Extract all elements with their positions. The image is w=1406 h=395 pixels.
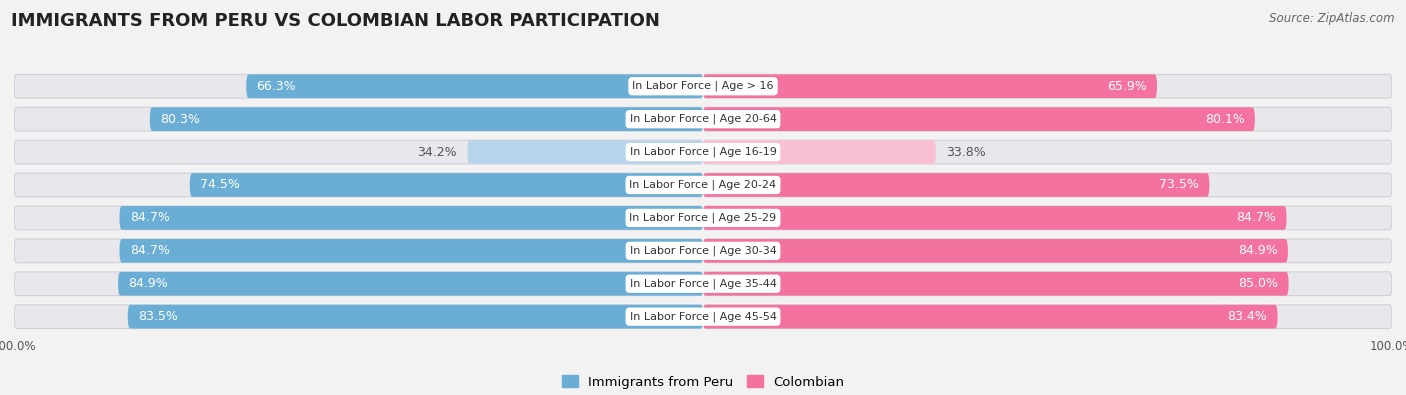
FancyBboxPatch shape bbox=[150, 107, 703, 131]
Text: In Labor Force | Age 16-19: In Labor Force | Age 16-19 bbox=[630, 147, 776, 157]
Text: 73.5%: 73.5% bbox=[1159, 179, 1199, 192]
FancyBboxPatch shape bbox=[703, 140, 1392, 164]
FancyBboxPatch shape bbox=[14, 272, 703, 295]
Text: In Labor Force | Age 35-44: In Labor Force | Age 35-44 bbox=[630, 278, 776, 289]
FancyBboxPatch shape bbox=[703, 206, 1286, 230]
Text: 84.7%: 84.7% bbox=[129, 211, 170, 224]
FancyBboxPatch shape bbox=[703, 173, 1392, 197]
Text: Source: ZipAtlas.com: Source: ZipAtlas.com bbox=[1270, 12, 1395, 25]
Text: 84.9%: 84.9% bbox=[1237, 245, 1278, 257]
FancyBboxPatch shape bbox=[120, 206, 703, 230]
FancyBboxPatch shape bbox=[703, 140, 936, 164]
FancyBboxPatch shape bbox=[703, 206, 1392, 230]
Text: In Labor Force | Age 25-29: In Labor Force | Age 25-29 bbox=[630, 213, 776, 223]
Text: 65.9%: 65.9% bbox=[1107, 80, 1147, 93]
FancyBboxPatch shape bbox=[703, 305, 1278, 329]
FancyBboxPatch shape bbox=[703, 107, 1254, 131]
Text: In Labor Force | Age 20-64: In Labor Force | Age 20-64 bbox=[630, 114, 776, 124]
Text: 83.4%: 83.4% bbox=[1227, 310, 1267, 323]
FancyBboxPatch shape bbox=[703, 173, 1209, 197]
FancyBboxPatch shape bbox=[14, 74, 703, 98]
FancyBboxPatch shape bbox=[467, 140, 703, 164]
FancyBboxPatch shape bbox=[246, 74, 703, 98]
Text: 84.7%: 84.7% bbox=[1236, 211, 1277, 224]
Text: 74.5%: 74.5% bbox=[200, 179, 240, 192]
FancyBboxPatch shape bbox=[14, 107, 703, 131]
FancyBboxPatch shape bbox=[14, 140, 703, 164]
Text: 33.8%: 33.8% bbox=[946, 146, 986, 158]
FancyBboxPatch shape bbox=[703, 107, 1392, 131]
Text: 84.9%: 84.9% bbox=[128, 277, 169, 290]
Text: IMMIGRANTS FROM PERU VS COLOMBIAN LABOR PARTICIPATION: IMMIGRANTS FROM PERU VS COLOMBIAN LABOR … bbox=[11, 12, 661, 30]
FancyBboxPatch shape bbox=[118, 272, 703, 295]
Legend: Immigrants from Peru, Colombian: Immigrants from Peru, Colombian bbox=[557, 370, 849, 394]
FancyBboxPatch shape bbox=[128, 305, 703, 329]
FancyBboxPatch shape bbox=[703, 74, 1392, 98]
FancyBboxPatch shape bbox=[703, 305, 1392, 329]
Text: In Labor Force | Age 20-24: In Labor Force | Age 20-24 bbox=[630, 180, 776, 190]
Text: 83.5%: 83.5% bbox=[138, 310, 179, 323]
FancyBboxPatch shape bbox=[14, 173, 703, 197]
FancyBboxPatch shape bbox=[703, 239, 1392, 263]
Text: 80.3%: 80.3% bbox=[160, 113, 200, 126]
FancyBboxPatch shape bbox=[703, 272, 1392, 295]
FancyBboxPatch shape bbox=[190, 173, 703, 197]
FancyBboxPatch shape bbox=[14, 239, 703, 263]
Text: 34.2%: 34.2% bbox=[418, 146, 457, 158]
Text: In Labor Force | Age 45-54: In Labor Force | Age 45-54 bbox=[630, 311, 776, 322]
Text: 100.0%: 100.0% bbox=[0, 340, 37, 353]
Text: 84.7%: 84.7% bbox=[129, 245, 170, 257]
FancyBboxPatch shape bbox=[14, 206, 703, 230]
FancyBboxPatch shape bbox=[703, 74, 1157, 98]
Text: In Labor Force | Age > 16: In Labor Force | Age > 16 bbox=[633, 81, 773, 92]
Text: 85.0%: 85.0% bbox=[1239, 277, 1278, 290]
Text: In Labor Force | Age 30-34: In Labor Force | Age 30-34 bbox=[630, 246, 776, 256]
FancyBboxPatch shape bbox=[120, 239, 703, 263]
Text: 80.1%: 80.1% bbox=[1205, 113, 1244, 126]
FancyBboxPatch shape bbox=[703, 272, 1289, 295]
Text: 66.3%: 66.3% bbox=[256, 80, 297, 93]
Text: 100.0%: 100.0% bbox=[1369, 340, 1406, 353]
FancyBboxPatch shape bbox=[703, 239, 1288, 263]
FancyBboxPatch shape bbox=[14, 305, 703, 329]
